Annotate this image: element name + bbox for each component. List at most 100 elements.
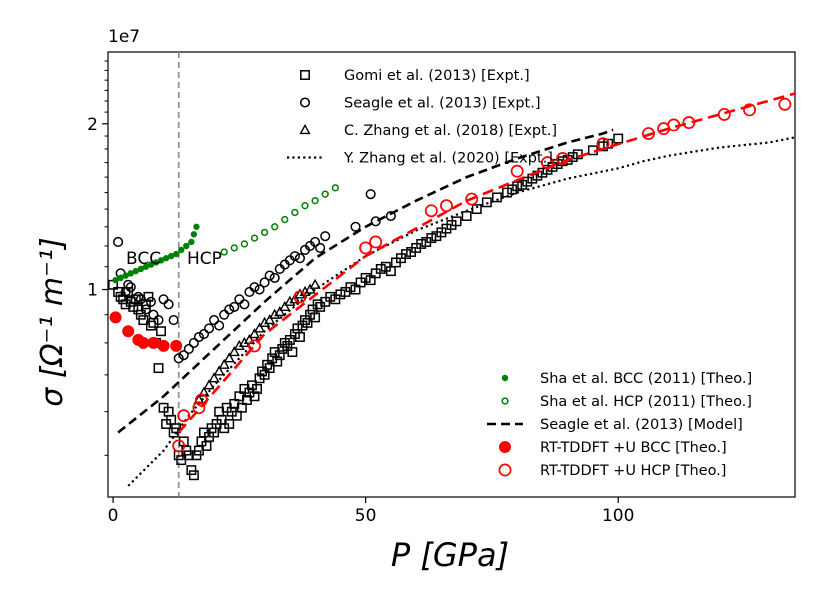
data-point-dot-open xyxy=(250,234,259,242)
data-point-square xyxy=(269,347,280,357)
data-point-square xyxy=(135,309,146,320)
data-point-square xyxy=(287,347,298,357)
data-point-hollow-circle xyxy=(424,204,438,218)
data-point-circle xyxy=(198,329,210,340)
data-point-square xyxy=(401,249,411,259)
data-point-triangle xyxy=(208,372,220,383)
data-point-filled-circle xyxy=(137,336,150,349)
data-point-triangle xyxy=(299,123,311,135)
data-point-hollow-circle xyxy=(172,439,186,453)
data-point-circle xyxy=(269,272,280,283)
data-point-hollow-circle xyxy=(359,241,373,255)
legend-entry-label: Sha et al. BCC (2011) [Theo.] xyxy=(540,371,752,387)
data-point-square xyxy=(130,294,141,305)
data-point-dot xyxy=(147,261,155,268)
data-point-square xyxy=(603,138,614,149)
data-point-hollow-circle xyxy=(439,199,453,213)
data-point-hollow-circle xyxy=(369,235,383,249)
data-point-square xyxy=(300,315,310,326)
data-point-hollow-circle xyxy=(293,290,307,304)
data-point-dot-open xyxy=(281,215,289,224)
data-point-circle xyxy=(224,304,235,315)
data-point-circle xyxy=(123,279,134,290)
data-point-square xyxy=(156,326,166,337)
data-point-square xyxy=(542,164,553,175)
data-point-circle xyxy=(264,270,275,281)
data-point-hollow-circle xyxy=(465,192,479,206)
data-point-circle xyxy=(145,296,156,307)
data-point-square xyxy=(277,344,288,354)
data-point-dot xyxy=(162,255,170,262)
data-point-square xyxy=(128,301,139,312)
data-point-square xyxy=(186,465,197,476)
data-point-triangle xyxy=(223,352,235,363)
data-point-square xyxy=(345,282,356,293)
data-point-triangle xyxy=(253,322,266,333)
data-point-square xyxy=(138,315,149,326)
legend-entry-label: RT-TDDFT +U BCC [Theo.] xyxy=(540,440,727,456)
data-point-triangle xyxy=(248,328,261,339)
series-seagle-et-al-2013-model xyxy=(117,128,614,434)
data-point-dot xyxy=(157,257,165,264)
data-point-circle xyxy=(135,294,146,305)
data-point-dot xyxy=(127,270,134,277)
data-point-circle xyxy=(178,350,189,361)
data-point-square xyxy=(572,149,583,160)
data-point-hollow-circle xyxy=(510,164,524,178)
data-point-circle xyxy=(249,282,260,293)
data-point-circle xyxy=(234,294,245,305)
series-line xyxy=(127,136,795,487)
data-point-circle xyxy=(254,284,265,295)
series-line xyxy=(177,92,795,434)
data-point-square xyxy=(166,414,177,425)
data-point-dot-open xyxy=(260,228,269,237)
data-point-square xyxy=(522,176,533,187)
data-point-square xyxy=(279,337,290,348)
data-point-square xyxy=(312,299,323,310)
data-point-circle xyxy=(219,309,230,320)
data-point-dot xyxy=(167,252,175,260)
data-point-square xyxy=(120,299,131,310)
data-point-dot xyxy=(137,265,145,273)
data-point-dot-open xyxy=(220,248,228,256)
data-point-circle xyxy=(350,221,361,232)
data-point-circle xyxy=(148,309,159,320)
data-point-hollow-circle xyxy=(778,97,792,111)
data-point-circle xyxy=(315,242,326,253)
x-tick-label: 0 xyxy=(108,506,119,526)
data-point-circle xyxy=(310,236,321,248)
data-point-circle xyxy=(183,343,194,355)
series-seagle-et-al-2013-expt xyxy=(113,189,396,364)
data-point-circle xyxy=(133,291,144,302)
data-point-triangle xyxy=(218,358,230,369)
data-point-filled-circle xyxy=(109,311,122,324)
legend-entry-label: Seagle et al. (2013) [Expt.] xyxy=(344,96,541,112)
data-point-dot-open xyxy=(501,397,509,405)
data-point-circle xyxy=(299,97,311,108)
data-point-square xyxy=(320,296,331,307)
data-point-square xyxy=(461,211,472,221)
data-point-dot-open xyxy=(331,184,339,192)
data-point-square xyxy=(148,317,159,328)
data-point-dot-open xyxy=(291,208,299,217)
data-point-dot xyxy=(152,259,160,266)
data-point-square xyxy=(365,275,376,286)
data-point-circle xyxy=(153,315,164,326)
data-point-square xyxy=(145,320,156,331)
data-point-circle xyxy=(168,315,179,326)
data-point-square xyxy=(183,450,194,461)
data-point-circle xyxy=(239,299,250,310)
data-point-square xyxy=(259,369,270,380)
data-point-dot-open xyxy=(311,197,319,205)
y-multiplier: 1e7 xyxy=(108,27,140,47)
series-sha-et-al-hcp-2011-theo xyxy=(220,184,339,256)
data-point-dot xyxy=(178,246,185,254)
data-point-square xyxy=(295,332,305,342)
data-point-dot-open xyxy=(321,190,329,198)
data-point-square xyxy=(254,373,265,384)
phase-label-hcp: HCP xyxy=(187,249,222,269)
data-point-filled-circle xyxy=(147,336,160,349)
data-point-square xyxy=(492,192,502,203)
data-point-hollow-circle xyxy=(642,127,655,140)
data-point-square xyxy=(527,173,538,184)
